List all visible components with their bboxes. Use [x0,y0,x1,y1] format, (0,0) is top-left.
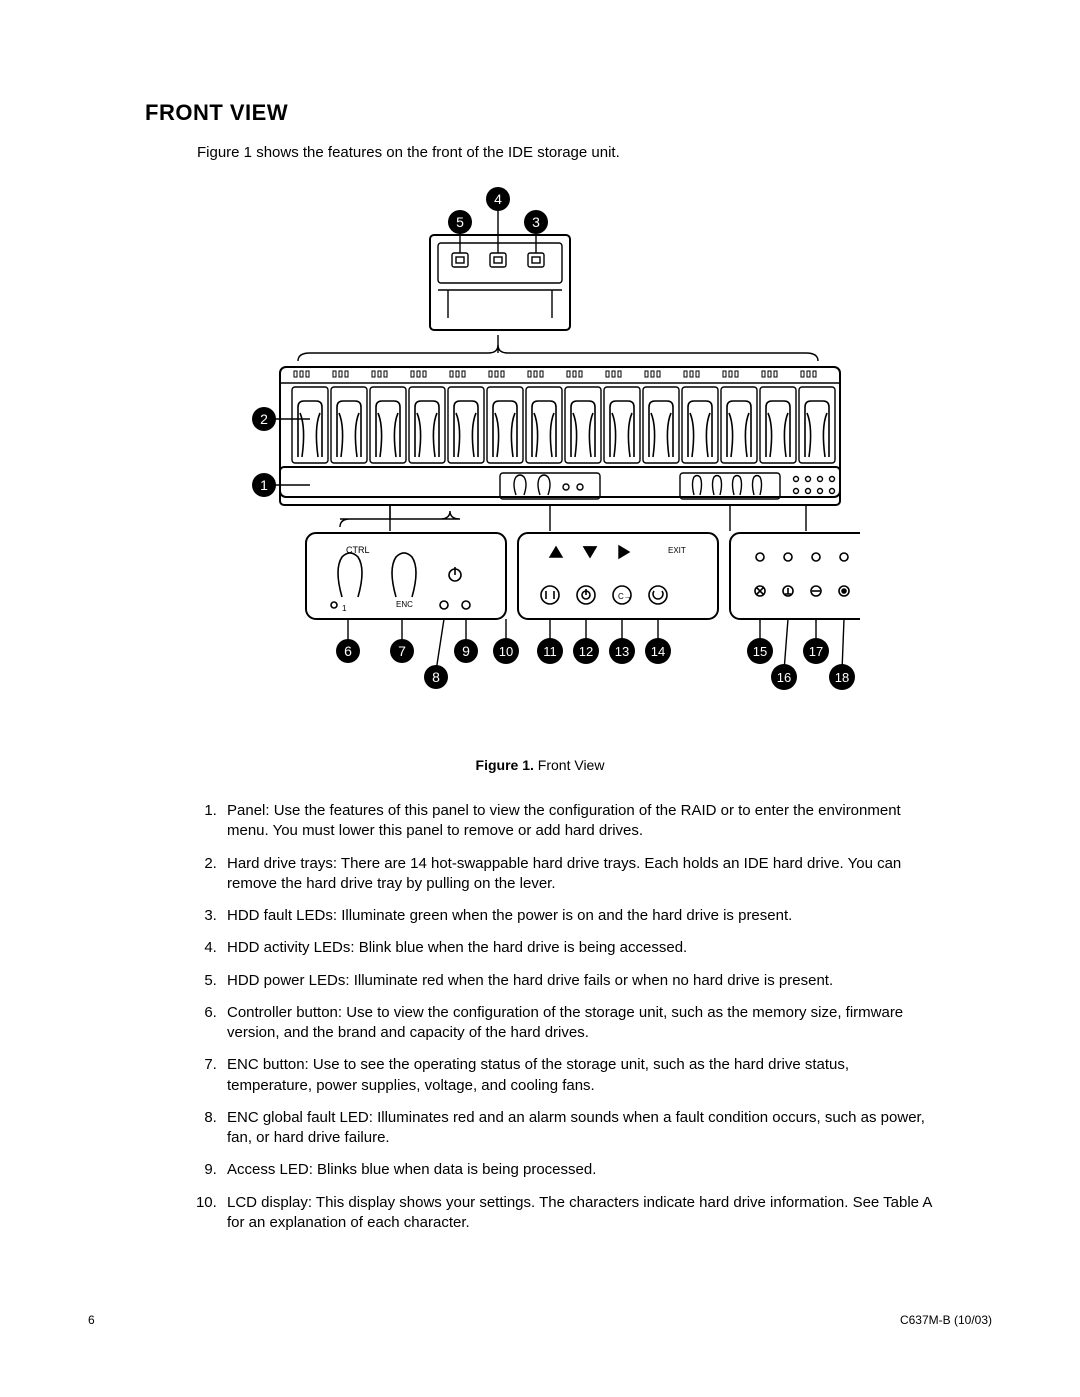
svg-text:7: 7 [398,643,406,659]
legend-list: Panel: Use the features of this panel to… [197,801,935,1233]
legend-item: HDD power LEDs: Illuminate red when the … [221,971,935,991]
callout-10: 10 [493,638,519,664]
callout-18: 18 [829,664,855,690]
svg-text:11: 11 [543,644,557,659]
callout-15: 15 [747,638,773,664]
legend-item: Hard drive trays: There are 14 hot-swapp… [221,854,935,895]
callout-14: 14 [645,638,671,664]
legend-item: HDD fault LEDs: Illuminate green when th… [221,906,935,926]
svg-text:10: 10 [499,644,513,659]
bottom-braces [340,505,806,531]
front-panel [280,467,840,505]
svg-text:EXIT: EXIT [668,546,686,555]
callout-leaders-bottom [348,619,860,671]
footer-page-number: 6 [88,1313,95,1327]
legend-item: ENC global fault LED: Illuminates red an… [221,1108,935,1149]
callout-2: 2 [252,407,276,431]
legend-item: ENC button: Use to see the operating sta… [221,1055,935,1096]
svg-text:4: 4 [494,191,502,207]
top-brace [298,335,818,361]
tray-draw [292,371,835,463]
svg-text:18: 18 [835,670,849,685]
callout-12: 12 [573,638,599,664]
callout-16: 16 [771,664,797,690]
svg-text:3: 3 [532,214,540,230]
callout-11: 11 [537,638,563,664]
left-leaders [272,419,310,485]
footer-doc-id: C637M-B (10/03) [900,1313,992,1327]
svg-text:1: 1 [260,477,268,493]
detail-box-right: POWER [730,533,860,619]
svg-text:16: 16 [777,670,791,685]
front-view-diagram: 5 4 3 [220,175,860,735]
caption-text: Front View [534,757,605,773]
svg-text:5: 5 [456,214,464,230]
callout-3: 3 [524,210,548,234]
section-title: FRONT VIEW [145,100,935,126]
legend-item: Panel: Use the features of this panel to… [221,801,935,842]
svg-text:12: 12 [579,644,593,659]
intro-text: Figure 1 shows the features on the front… [197,144,935,161]
svg-text:8: 8 [432,669,440,685]
callout-5: 5 [448,210,472,234]
svg-text:17: 17 [809,644,823,659]
svg-text:15: 15 [753,644,767,659]
figure-container: 5 4 3 [145,175,935,735]
detail-box-middle: EXIT C→ [518,533,718,619]
callout-7: 7 [390,639,414,663]
caption-bold: Figure 1. [476,757,534,773]
callout-6: 6 [336,639,360,663]
legend-item: HDD activity LEDs: Blink blue when the h… [221,938,935,958]
detail-box-left: CTRL 1 ENC [306,533,506,619]
svg-text:9: 9 [462,643,470,659]
svg-text:13: 13 [615,644,629,659]
top-drive-detail [430,235,570,330]
svg-text:1: 1 [342,604,347,613]
svg-text:6: 6 [344,643,352,659]
svg-text:ENC: ENC [396,600,413,609]
callout-1: 1 [252,473,276,497]
legend-item: LCD display: This display shows your set… [221,1193,935,1234]
legend-item: Controller button: Use to view the confi… [221,1003,935,1044]
figure-caption: Figure 1. Front View [145,757,935,773]
callout-9: 9 [454,639,478,663]
callout-13: 13 [609,638,635,664]
callout-8: 8 [424,665,448,689]
callout-17: 17 [803,638,829,664]
callout-4: 4 [486,187,510,211]
svg-text:14: 14 [651,644,665,659]
svg-text:C→: C→ [618,592,632,601]
svg-text:2: 2 [260,411,268,427]
legend-item: Access LED: Blinks blue when data is bei… [221,1160,935,1180]
